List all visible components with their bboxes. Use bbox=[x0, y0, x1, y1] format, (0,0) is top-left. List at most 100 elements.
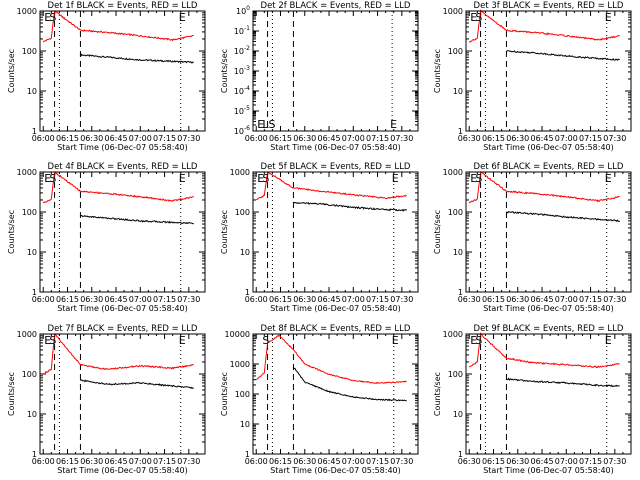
x-tick-label: 07:30 bbox=[177, 295, 200, 304]
x-tick-label: 07:30 bbox=[390, 134, 413, 143]
x-axis-label: Start Time (06-Dec-07 05:58:40) bbox=[57, 466, 188, 475]
series-line-red bbox=[468, 9, 620, 43]
series-line-black bbox=[80, 214, 194, 225]
x-tick-label: 07:30 bbox=[177, 134, 200, 143]
y-axis-label: Counts/sec bbox=[7, 210, 16, 254]
x-tick-label: 06:30 bbox=[506, 457, 529, 466]
event-marker-label: E bbox=[470, 11, 477, 24]
y-tick-label: 1 bbox=[458, 450, 463, 459]
y-tick-label: 1 bbox=[32, 450, 37, 459]
x-tick-label: 06:45 bbox=[104, 457, 127, 466]
x-tick-label: 06:30 bbox=[506, 134, 529, 143]
y-tick-label: 10000 bbox=[225, 330, 250, 339]
plot-frame bbox=[465, 171, 632, 293]
event-marker-label: E bbox=[179, 334, 186, 347]
event-marker-label: E bbox=[257, 172, 264, 185]
y-tick-label: 1000 bbox=[17, 7, 37, 16]
event-marker-label: LS bbox=[262, 118, 275, 131]
series-line-red bbox=[42, 171, 194, 204]
event-marker-label: S bbox=[475, 11, 482, 24]
y-tick-label: 100 bbox=[236, 5, 250, 16]
x-tick-label: 06:45 bbox=[317, 295, 340, 304]
chart-title: Det 4f BLACK = Events, RED = LLD bbox=[48, 162, 198, 172]
y-tick-label: 10-6 bbox=[234, 125, 250, 136]
series-line-black bbox=[506, 211, 621, 223]
plot-frame bbox=[252, 333, 419, 455]
event-marker-label: S bbox=[49, 11, 56, 24]
x-tick-label: 07:00 bbox=[342, 134, 365, 143]
chart-panel-3: Det 3f BLACK = Events, RED = LLD Start Ti… bbox=[433, 1, 632, 152]
series-line-red bbox=[256, 334, 407, 385]
y-tick-label: 100 bbox=[448, 208, 463, 217]
series-line-red bbox=[256, 171, 407, 201]
event-marker-label: E bbox=[44, 334, 51, 347]
event-marker-label: E bbox=[605, 172, 612, 185]
y-tick-label: 10 bbox=[27, 410, 37, 419]
series-line-black bbox=[506, 377, 620, 388]
y-axis-label: Counts/sec bbox=[433, 49, 442, 93]
x-tick-label: 06:30 bbox=[293, 295, 316, 304]
event-marker-label: E bbox=[605, 11, 612, 24]
x-tick-label: 07:15 bbox=[366, 457, 389, 466]
x-tick-label: 07:30 bbox=[390, 457, 413, 466]
x-tick-label: 07:00 bbox=[342, 457, 365, 466]
x-tick-label: 07:15 bbox=[579, 295, 602, 304]
event-marker-label: S bbox=[475, 172, 482, 185]
y-tick-label: 1 bbox=[458, 288, 463, 297]
chart-panel-5: Det 5f BLACK = Events, RED = LLD Start Ti… bbox=[220, 162, 419, 313]
x-tick-label: 07:30 bbox=[603, 295, 626, 304]
x-tick-label: 06:15 bbox=[482, 295, 505, 304]
y-tick-label: 1000 bbox=[443, 168, 463, 177]
series-line-red bbox=[43, 332, 194, 375]
y-tick-label: 10-1 bbox=[234, 25, 250, 36]
y-axis-label: Counts/sec bbox=[7, 372, 16, 416]
x-tick-label: 07:15 bbox=[366, 134, 389, 143]
x-tick-label: 06:30 bbox=[80, 295, 103, 304]
plot-frame bbox=[465, 10, 632, 132]
y-tick-label: 10 bbox=[240, 248, 250, 257]
event-marker-label: E bbox=[470, 172, 477, 185]
x-tick-label: 07:00 bbox=[342, 295, 365, 304]
event-marker-label: E bbox=[44, 172, 51, 185]
y-tick-label: 10 bbox=[27, 87, 37, 96]
x-tick-label: 06:00 bbox=[32, 457, 55, 466]
y-tick-label: 100 bbox=[235, 208, 250, 217]
y-tick-label: 1 bbox=[458, 127, 463, 136]
x-tick-label: 06:30 bbox=[293, 457, 316, 466]
chart-title: Det 2f BLACK = Events, RED = LLD bbox=[261, 1, 411, 11]
series-line-red bbox=[469, 332, 620, 368]
y-tick-label: 100 bbox=[448, 47, 463, 56]
y-tick-label: 100 bbox=[22, 47, 37, 56]
x-tick-label: 07:15 bbox=[153, 134, 176, 143]
plot-frame bbox=[39, 171, 206, 293]
x-tick-label: 07:15 bbox=[366, 295, 389, 304]
y-tick-label: 10 bbox=[27, 248, 37, 257]
series-line-black bbox=[293, 201, 408, 212]
y-tick-label: 10-2 bbox=[234, 45, 250, 56]
y-tick-label: 10 bbox=[240, 420, 250, 429]
plot-frame bbox=[252, 171, 419, 293]
chart-title: Det 8f BLACK = Events, RED = LLD bbox=[261, 324, 411, 334]
x-tick-label: 06:15 bbox=[269, 457, 292, 466]
y-tick-label: 10 bbox=[453, 248, 463, 257]
x-tick-label: 06:00 bbox=[32, 134, 55, 143]
y-tick-label: 1000 bbox=[443, 330, 463, 339]
chart-title: Det 3f BLACK = Events, RED = LLD bbox=[474, 1, 624, 11]
x-tick-label: 06:00 bbox=[32, 295, 55, 304]
chart-panel-7: Det 7f BLACK = Events, RED = LLD Start Ti… bbox=[7, 324, 206, 475]
y-axis-label: Counts/sec bbox=[7, 49, 16, 93]
x-tick-label: 06:15 bbox=[269, 134, 292, 143]
x-axis-label: Start Time (06-Dec-07 05:58:40) bbox=[483, 304, 614, 313]
x-axis-label: Start Time (06-Dec-07 05:58:40) bbox=[270, 466, 401, 475]
x-tick-label: 07:15 bbox=[579, 134, 602, 143]
x-tick-label: 07:30 bbox=[603, 134, 626, 143]
x-tick-label: 07:30 bbox=[177, 457, 200, 466]
x-tick-label: 06:30 bbox=[80, 134, 103, 143]
x-tick-label: 06:30 bbox=[458, 134, 481, 143]
event-marker-label: S bbox=[49, 172, 56, 185]
x-tick-label: 06:00 bbox=[245, 295, 268, 304]
chart-title: Det 5f BLACK = Events, RED = LLD bbox=[261, 162, 411, 172]
y-tick-label: 1000 bbox=[230, 360, 250, 369]
plot-frame bbox=[252, 10, 419, 132]
